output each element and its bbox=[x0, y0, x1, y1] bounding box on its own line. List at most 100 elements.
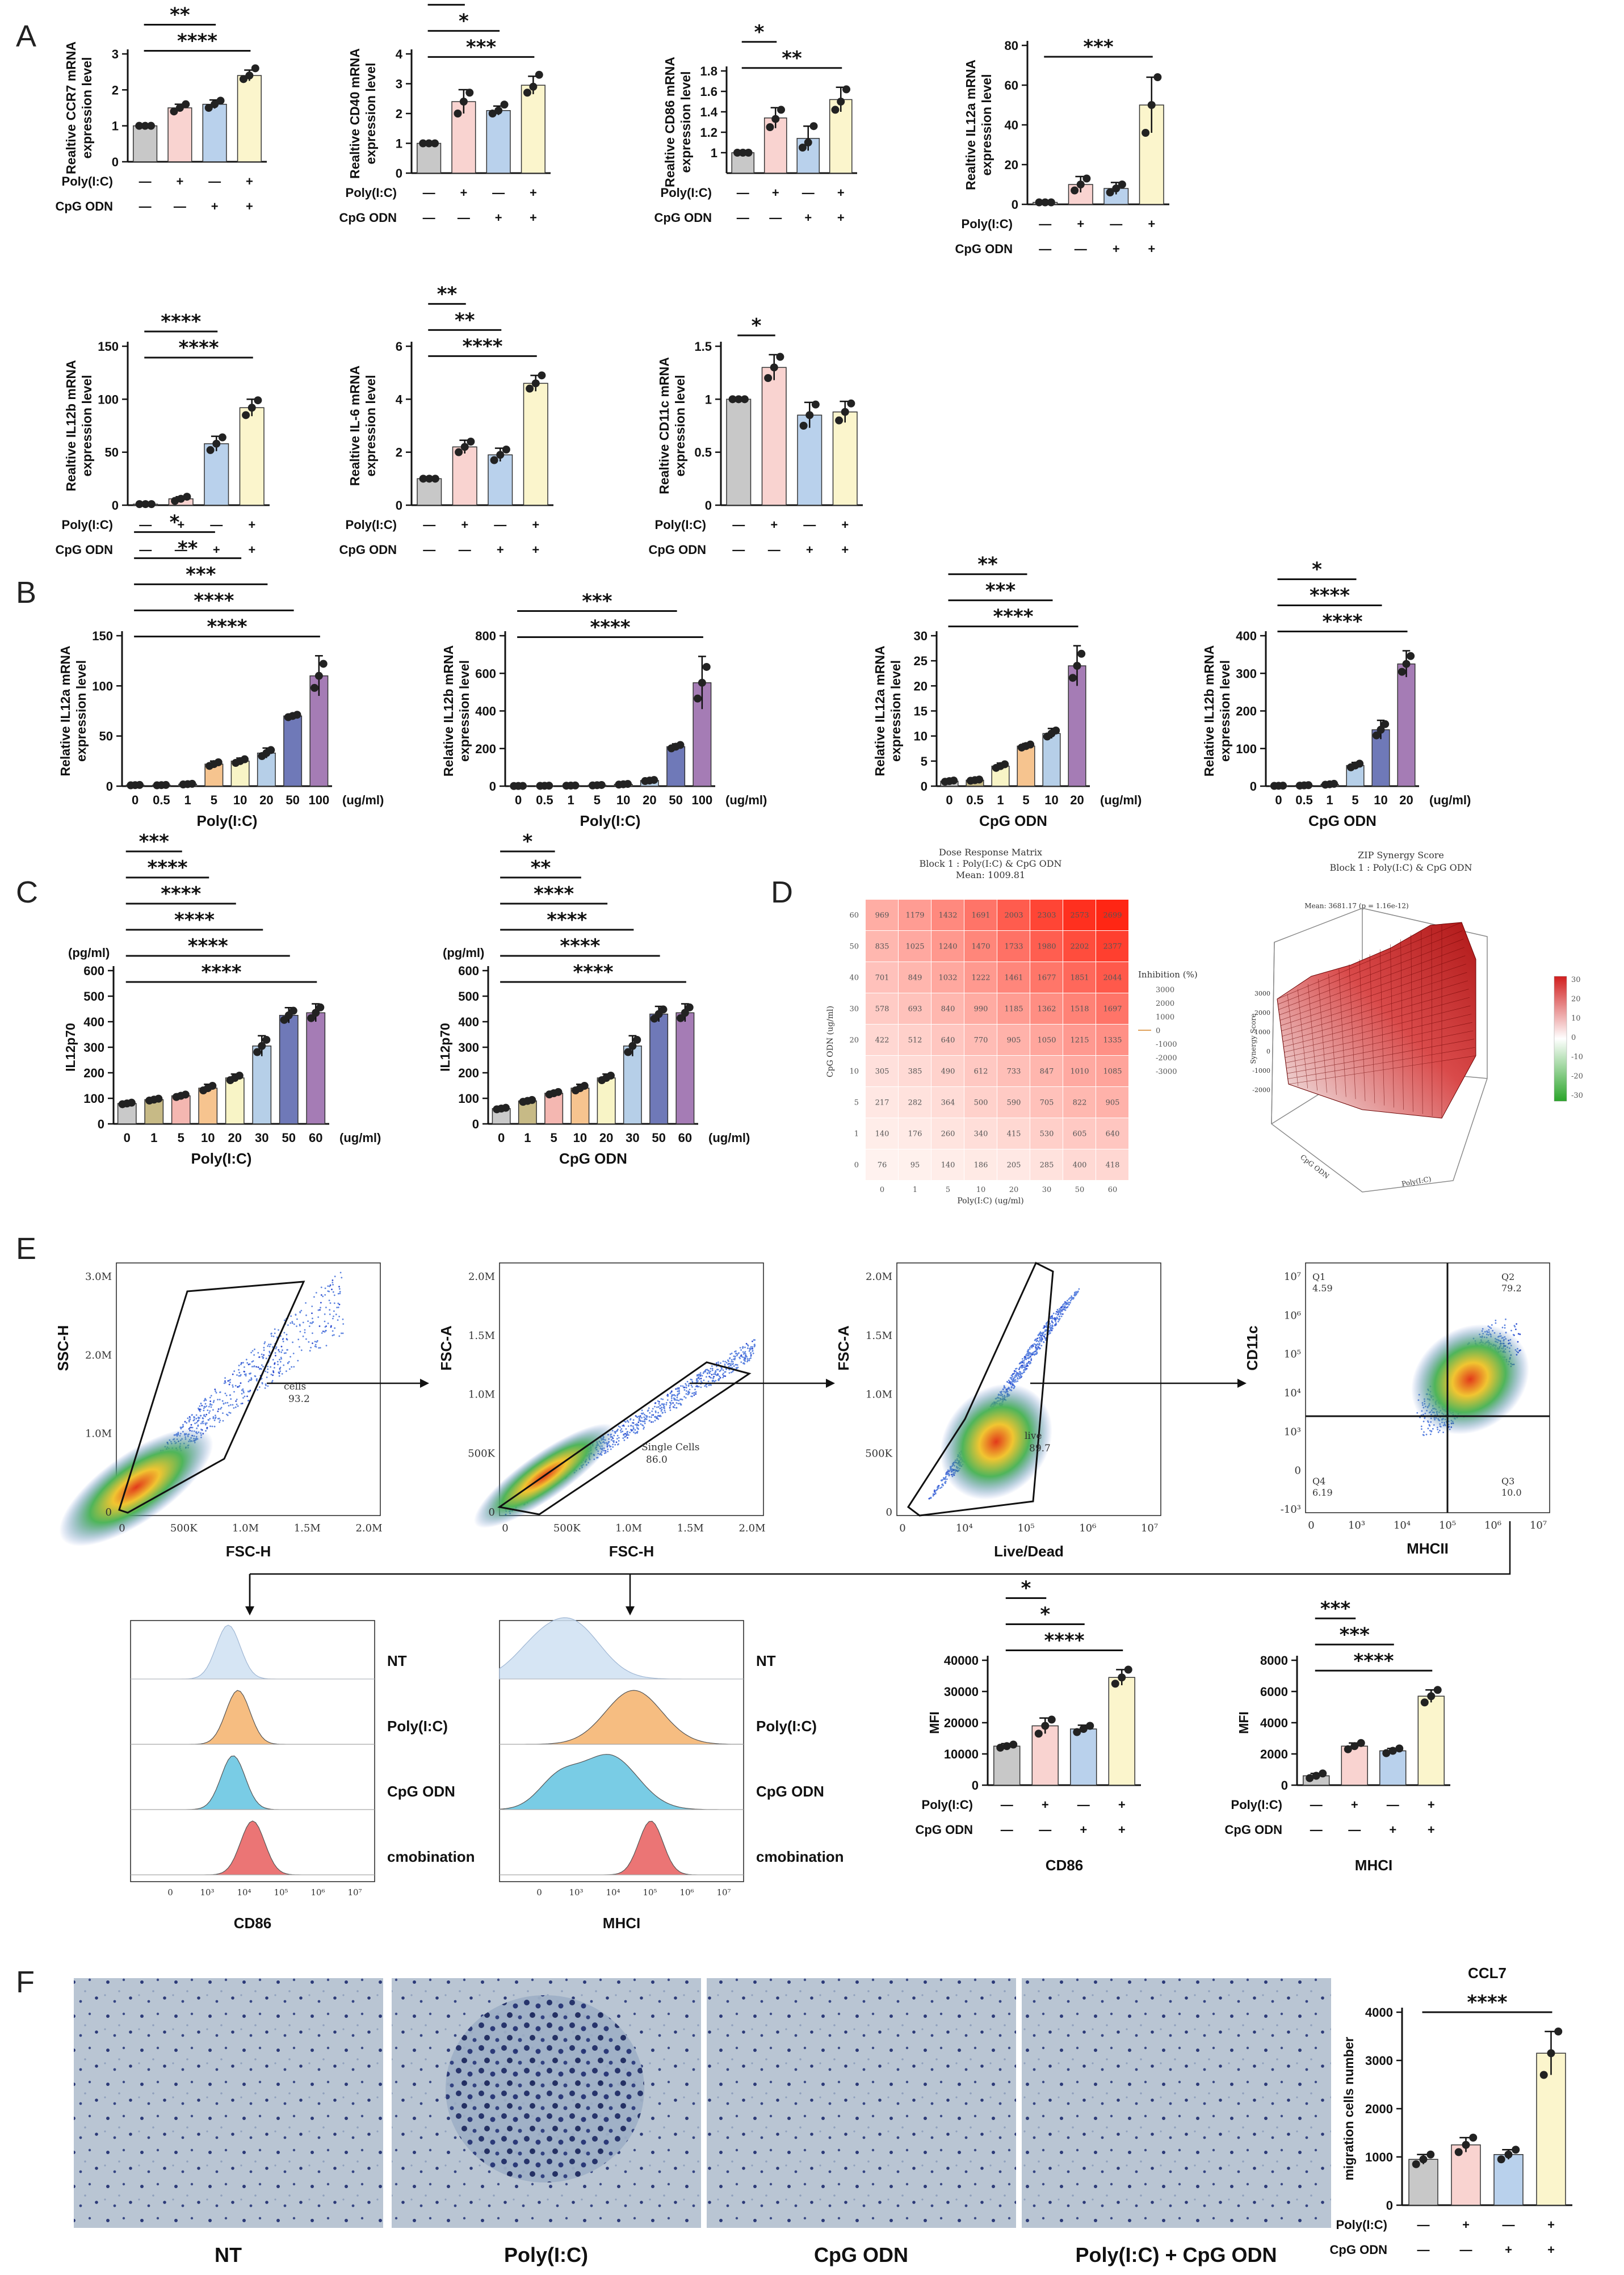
flow-event-live-dead-627 bbox=[1019, 1371, 1022, 1373]
flow-event-fsc-ssc-471 bbox=[299, 1330, 301, 1333]
heatmap-cell-2-3 bbox=[964, 962, 997, 993]
chart-f1-row-cpg-2: + bbox=[1505, 2243, 1512, 2257]
flow-ytick-singlets-2: 1.0M bbox=[468, 1389, 495, 1401]
flow-event-live-dead-893 bbox=[1035, 1348, 1038, 1350]
flow-event-fsc-ssc-803 bbox=[211, 1425, 213, 1428]
chart-a4-point-2-2 bbox=[1118, 181, 1126, 188]
flow-event-singlets-294 bbox=[744, 1351, 746, 1353]
flow-event-singlets-201 bbox=[744, 1352, 746, 1354]
chart-e2-row-poly-2: — bbox=[1387, 1798, 1399, 1812]
flow-event-fsc-ssc-103 bbox=[225, 1395, 228, 1396]
flow-event-cd11c-mhcii-749 bbox=[1495, 1319, 1497, 1321]
histogram-cd86-label-0: NT bbox=[387, 1652, 407, 1669]
heatmap-cell-value-4-4: 905 bbox=[1007, 1036, 1021, 1045]
flow-event-fsc-ssc-435 bbox=[187, 1417, 189, 1420]
flow-event-singlets-211 bbox=[735, 1353, 737, 1355]
flow-event-singlets-826 bbox=[640, 1423, 642, 1425]
chart-c2-bar-5 bbox=[623, 1046, 642, 1124]
flow-event-fsc-ssc-733 bbox=[199, 1408, 201, 1411]
chart-c2-bar-2 bbox=[544, 1093, 564, 1124]
chart-a6-row-poly-3: + bbox=[532, 518, 539, 532]
heatmap-cell-value-0-4: 2003 bbox=[1004, 912, 1023, 920]
chart-a7-point-2-1 bbox=[805, 411, 814, 419]
flow-event-live-dead-487 bbox=[1067, 1306, 1069, 1308]
histogram-cd86-xtick-1: 10³ bbox=[200, 1887, 214, 1898]
heatmap-xtick-7: 60 bbox=[1108, 1186, 1118, 1194]
flow-event-singlets-619 bbox=[735, 1350, 737, 1352]
flow-event-live-dead-291 bbox=[1036, 1337, 1039, 1340]
flow-event-fsc-ssc-592 bbox=[338, 1335, 341, 1337]
flow-xtick-cd11c-mhcii-3: 10⁵ bbox=[1439, 1520, 1456, 1531]
flow-event-fsc-ssc-306 bbox=[280, 1345, 283, 1348]
flow-event-fsc-ssc-249 bbox=[338, 1303, 341, 1306]
synergy-mesh-line-a3 bbox=[1308, 984, 1317, 1091]
flow-event-fsc-ssc-212 bbox=[333, 1334, 335, 1336]
flow-event-fsc-ssc-621 bbox=[286, 1349, 288, 1351]
flow-event-live-dead-665 bbox=[1026, 1353, 1028, 1355]
chart-a7-row-poly-3: + bbox=[841, 518, 849, 532]
chart-b2-point-7-1 bbox=[698, 678, 706, 687]
chart-a7-point-3-0 bbox=[835, 416, 844, 425]
chart-a6-bar-1 bbox=[452, 446, 477, 506]
histogram-mhci-xtick-0: 0 bbox=[536, 1887, 542, 1898]
synergy-mesh-line-a1 bbox=[1287, 994, 1299, 1086]
chart-a6-point-3-0 bbox=[526, 384, 534, 393]
flow-event-live-dead-536 bbox=[1024, 1366, 1026, 1368]
chart-f1-ytick-label-4: 4000 bbox=[1365, 2005, 1393, 2020]
chart-e2-row-cpg-2: + bbox=[1389, 1823, 1396, 1837]
chart-b3-sig-label-2: **** bbox=[993, 606, 1033, 628]
flow-event-fsc-ssc-291 bbox=[268, 1345, 271, 1348]
flow-xtick-cd11c-mhcii-4: 10⁶ bbox=[1484, 1520, 1501, 1531]
flow-event-live-dead-716 bbox=[1040, 1335, 1042, 1337]
flow-event-fsc-ssc-782 bbox=[282, 1341, 284, 1342]
heatmap-cell-value-8-7: 418 bbox=[1106, 1161, 1120, 1170]
flow-event-singlets-846 bbox=[623, 1424, 624, 1426]
flow-event-singlets-437 bbox=[729, 1357, 731, 1359]
flow-event-fsc-ssc-683 bbox=[252, 1360, 254, 1362]
flow-event-singlets-602 bbox=[724, 1361, 726, 1363]
chart-a6-row-cpg-0: — bbox=[423, 543, 435, 557]
flow-event-fsc-ssc-546 bbox=[224, 1392, 226, 1395]
chart-b1-ytick-label-2: 100 bbox=[92, 679, 113, 693]
flow-event-singlets-693 bbox=[667, 1393, 669, 1396]
heatmap-ytick-8: 60 bbox=[849, 912, 859, 920]
flow-event-fsc-ssc-127 bbox=[241, 1389, 243, 1391]
micrograph-image-2 bbox=[707, 1978, 1016, 2228]
flow-event-singlets-348 bbox=[641, 1420, 644, 1422]
flow-event-fsc-ssc-380 bbox=[338, 1286, 340, 1288]
chart-a2-sig-label-2: *** bbox=[466, 36, 497, 58]
chart-a5-ytick-label-0: 0 bbox=[112, 498, 119, 513]
flow-event-fsc-ssc-771 bbox=[249, 1390, 251, 1392]
flow-event-singlets-526 bbox=[622, 1430, 624, 1433]
flow-event-singlets-186 bbox=[637, 1416, 640, 1417]
chart-b1-unit: (ug/ml) bbox=[342, 793, 384, 807]
heatmap-cell-2-0 bbox=[866, 962, 898, 993]
flow-event-singlets-623 bbox=[676, 1395, 678, 1397]
chart-a2-point-3-2 bbox=[535, 70, 543, 79]
flow-event-singlets-744 bbox=[657, 1412, 659, 1414]
chart-a7-point-3-2 bbox=[847, 399, 855, 408]
flow-ylabel-cd11c-mhcii: CD11c bbox=[1244, 1325, 1261, 1371]
flow-event-singlets-158 bbox=[675, 1388, 677, 1390]
chart-e2-row-cpg-1: — bbox=[1348, 1823, 1361, 1837]
flow-event-fsc-ssc-73 bbox=[180, 1428, 182, 1430]
flow-event-fsc-ssc-630 bbox=[289, 1322, 292, 1324]
flow-event-fsc-ssc-184 bbox=[290, 1315, 292, 1317]
flow-event-live-dead-555 bbox=[1064, 1309, 1067, 1311]
chart-b3-ytick-label-2: 10 bbox=[914, 729, 928, 744]
chart-b3-point-5-2 bbox=[1077, 649, 1086, 658]
flow-event-fsc-ssc-200 bbox=[191, 1426, 194, 1429]
flow-event-cd11c-mhcii-164 bbox=[1519, 1333, 1521, 1336]
histogram-mhci-xtick-4: 10⁶ bbox=[679, 1887, 694, 1898]
flow-event-fsc-ssc-227 bbox=[199, 1410, 201, 1412]
flow-event-live-dead-777 bbox=[1034, 1353, 1035, 1355]
flow-event-fsc-ssc-393 bbox=[240, 1374, 242, 1376]
heatmap-cell-8-6 bbox=[1063, 1149, 1096, 1180]
chart-a2-row-label-cpg: CpG ODN bbox=[339, 211, 397, 225]
chart-a5-row-cpg-2: + bbox=[213, 543, 220, 557]
flow-event-live-dead-690 bbox=[1027, 1352, 1030, 1354]
flow-event-live-dead-341 bbox=[1052, 1312, 1055, 1315]
heatmap-xtick-2: 5 bbox=[946, 1186, 950, 1194]
